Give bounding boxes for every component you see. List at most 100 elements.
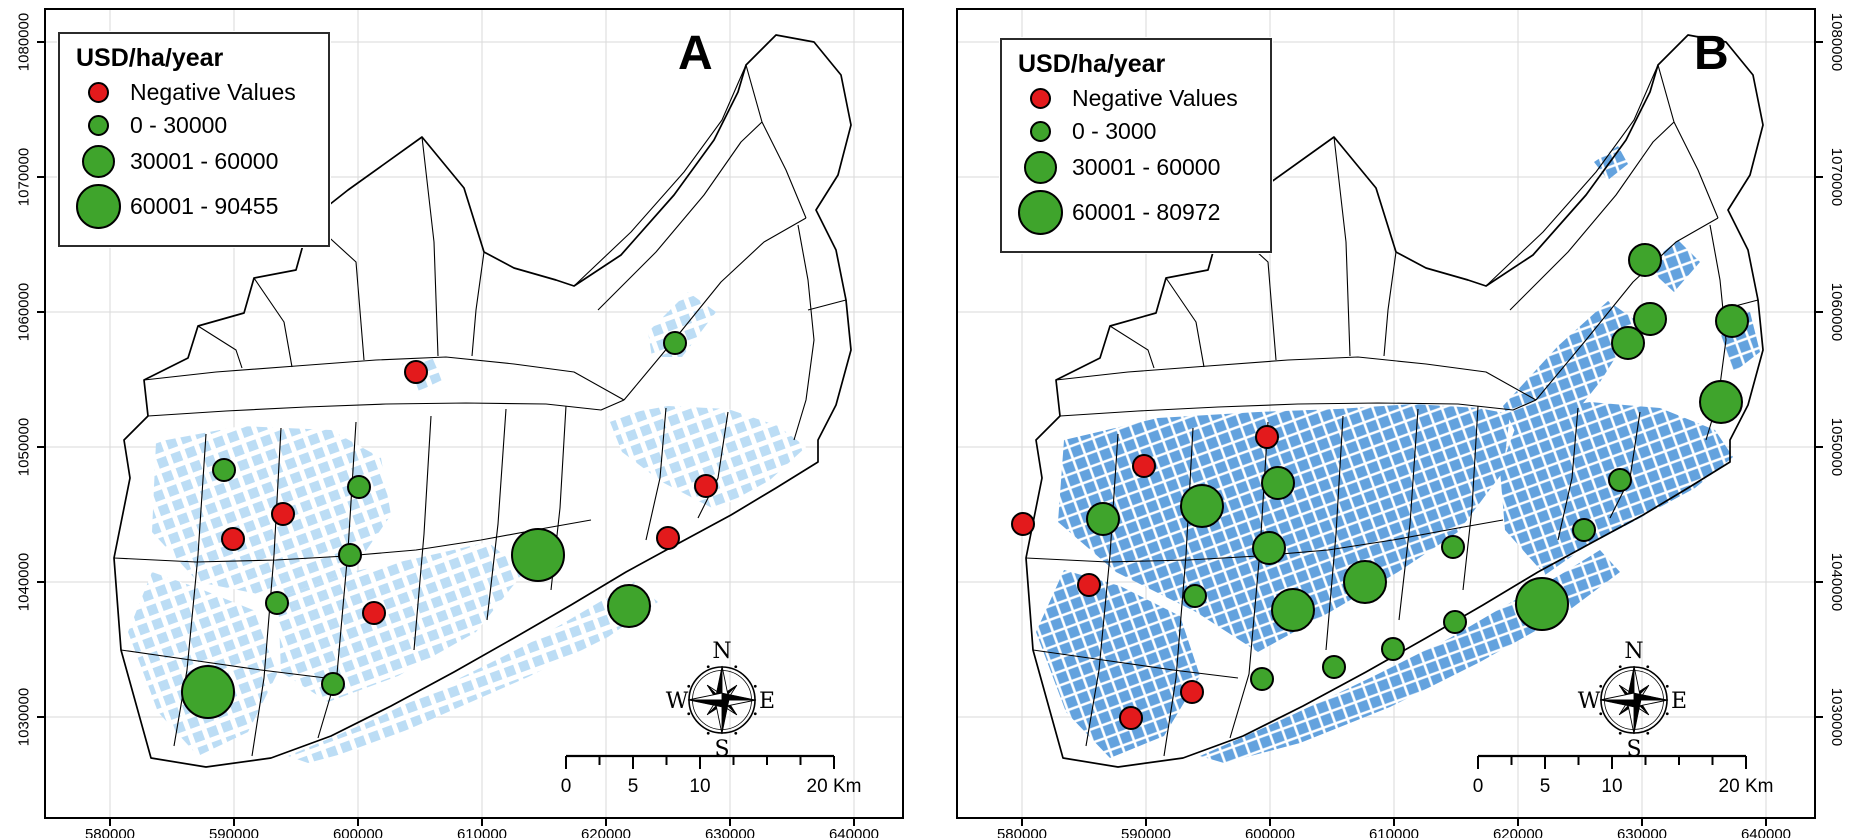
scale-bar-label: 20 Km bbox=[1719, 776, 1774, 797]
x-axis-label: 590000 bbox=[1120, 826, 1172, 838]
compass-letter-e: E bbox=[759, 689, 775, 714]
x-axis-tick bbox=[1517, 819, 1519, 826]
legend-swatch-column bbox=[72, 115, 124, 136]
value-point-positive bbox=[1611, 326, 1645, 360]
y-axis-label: 1060000 bbox=[15, 282, 33, 342]
y-axis-tick bbox=[1816, 311, 1823, 313]
y-axis-tick bbox=[37, 176, 44, 178]
value-point-positive bbox=[1250, 667, 1274, 691]
value-point-positive bbox=[1252, 531, 1286, 565]
aquaculture-area bbox=[1646, 240, 1700, 292]
value-point-positive bbox=[1572, 518, 1596, 542]
x-axis-tick bbox=[233, 819, 235, 826]
legend-item: 0 - 30000 bbox=[72, 112, 310, 139]
legend-label: 0 - 3000 bbox=[1072, 118, 1157, 144]
value-point-negative bbox=[271, 502, 295, 526]
value-point-positive bbox=[1699, 380, 1743, 424]
y-axis-tick bbox=[37, 41, 44, 43]
value-point-positive bbox=[347, 475, 371, 499]
y-axis-label: 1030000 bbox=[1827, 687, 1845, 747]
legend-item: Negative Values bbox=[1014, 85, 1252, 112]
scale-bar-label: 20 Km bbox=[807, 776, 862, 797]
compass-letter-e: E bbox=[1671, 689, 1687, 714]
x-axis-label: 580000 bbox=[996, 826, 1048, 838]
y-axis-tick bbox=[1816, 176, 1823, 178]
x-axis-tick bbox=[1641, 819, 1643, 826]
legend-items: Negative Values 0 - 30000 30001 - 60000 600… bbox=[72, 79, 310, 229]
x-axis-label: 620000 bbox=[1492, 826, 1544, 838]
y-axis-label: 1080000 bbox=[15, 12, 33, 72]
y-axis-tick bbox=[37, 716, 44, 718]
y-axis-label: 1070000 bbox=[1827, 147, 1845, 207]
x-axis-tick bbox=[853, 819, 855, 826]
value-point-positive bbox=[1180, 484, 1224, 528]
value-points bbox=[1011, 243, 1749, 730]
legend-label: Negative Values bbox=[1072, 85, 1238, 111]
map-panel-b: N E S W 0 5 10 20 Km USD/ha/year Negative Value… bbox=[956, 8, 1845, 838]
scale-bar: 0 5 10 20 Km bbox=[561, 754, 862, 797]
value-point-negative bbox=[362, 601, 386, 625]
value-point-positive bbox=[1715, 304, 1749, 338]
y-axis-label: 1050000 bbox=[15, 417, 33, 477]
legend-swatch-column bbox=[1014, 151, 1066, 184]
value-point-positive bbox=[181, 665, 235, 719]
y-axis-tick bbox=[1816, 41, 1823, 43]
scale-bar-label: 0 bbox=[1473, 776, 1484, 797]
scale-bar-label: 5 bbox=[628, 776, 639, 797]
x-axis-label: 610000 bbox=[456, 826, 508, 838]
value-point-positive bbox=[1086, 502, 1120, 536]
value-point-positive bbox=[663, 331, 687, 355]
value-point-negative bbox=[1077, 573, 1101, 597]
y-axis-tick bbox=[1816, 446, 1823, 448]
aquaculture-patches bbox=[1036, 146, 1760, 763]
y-axis-label: 1050000 bbox=[1827, 417, 1845, 477]
y-axis-tick bbox=[1816, 581, 1823, 583]
x-axis-tick bbox=[1269, 819, 1271, 826]
value-point-positive bbox=[1322, 655, 1346, 679]
legend-title: USD/ha/year bbox=[76, 44, 224, 72]
legend-swatch-positive bbox=[1017, 190, 1063, 235]
x-axis-label: 590000 bbox=[208, 826, 260, 838]
legend-swatch-positive bbox=[75, 184, 121, 229]
aquaculture-area bbox=[1200, 550, 1620, 763]
y-axis-label: 1030000 bbox=[15, 687, 33, 747]
legend: USD/ha/year Negative Values 0 - 3000 30001… bbox=[1000, 38, 1272, 253]
x-axis-label: 600000 bbox=[332, 826, 384, 838]
x-axis-tick bbox=[357, 819, 359, 826]
legend-swatch-column bbox=[72, 184, 124, 229]
legend-swatch-column bbox=[1014, 190, 1066, 235]
x-axis-tick bbox=[481, 819, 483, 826]
scale-bar-label: 5 bbox=[1540, 776, 1551, 797]
legend-label: Negative Values bbox=[130, 79, 296, 105]
x-axis-tick bbox=[1145, 819, 1147, 826]
legend-item: 60001 - 80972 bbox=[1014, 190, 1252, 235]
x-axis-tick bbox=[729, 819, 731, 826]
value-point-positive bbox=[1343, 560, 1387, 604]
compass-letter-w: W bbox=[1578, 689, 1601, 714]
value-point-negative bbox=[1119, 706, 1143, 730]
value-point-negative bbox=[694, 474, 718, 498]
value-point-positive bbox=[1261, 466, 1295, 500]
value-point-negative bbox=[404, 360, 428, 384]
y-axis-label: 1060000 bbox=[1827, 282, 1845, 342]
legend-item: 30001 - 60000 bbox=[1014, 151, 1252, 184]
x-axis-tick bbox=[1393, 819, 1395, 826]
value-point-positive bbox=[1628, 243, 1662, 277]
map-svg-a: N E SW 0 5 10 20 Km bbox=[46, 10, 902, 817]
legend: USD/ha/year Negative Values 0 - 30000 3000… bbox=[58, 32, 330, 247]
district-boundaries bbox=[113, 34, 852, 768]
x-axis-tick bbox=[1765, 819, 1767, 826]
legend-items: Negative Values 0 - 3000 30001 - 60000 6000… bbox=[1014, 85, 1252, 235]
legend-swatch-column bbox=[72, 82, 124, 103]
province-outline bbox=[1025, 34, 1764, 768]
y-axis-label: 1040000 bbox=[1827, 552, 1845, 612]
legend-swatch-positive bbox=[87, 115, 109, 136]
province-outline bbox=[113, 34, 852, 768]
map-panel-a: N E S W 0 5 10 20 Km USD/ha/year Negative Value… bbox=[16, 8, 904, 838]
compass-letter-s: S bbox=[714, 737, 729, 762]
legend-item: 30001 - 60000 bbox=[72, 145, 310, 178]
y-axis-tick bbox=[37, 581, 44, 583]
compass-rose: N E SW bbox=[1578, 639, 1687, 762]
district-boundaries bbox=[1025, 34, 1764, 768]
legend-item: 0 - 3000 bbox=[1014, 118, 1252, 145]
